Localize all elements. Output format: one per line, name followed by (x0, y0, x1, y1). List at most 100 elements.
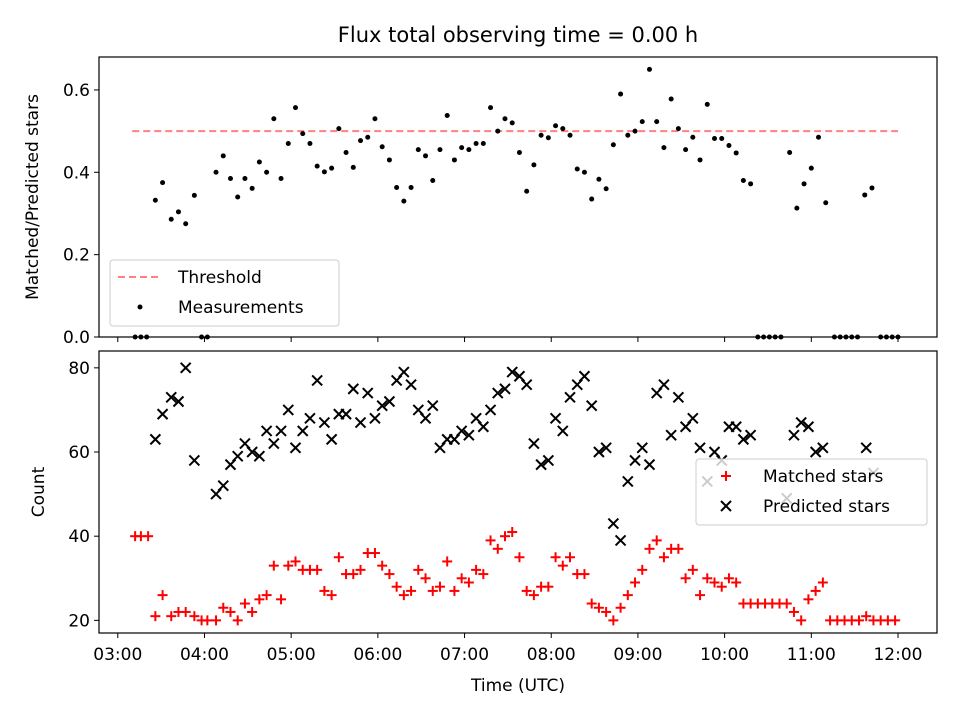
measurement-point (567, 132, 573, 138)
matched-stars-point (651, 535, 662, 546)
predicted-stars-point-b (172, 395, 185, 408)
predicted-stars-point (165, 391, 177, 404)
matched-stars-point (406, 585, 417, 596)
predicted-stars-point-b (325, 433, 338, 446)
predicted-stars-point (520, 378, 533, 391)
measurement-point (350, 164, 356, 170)
measurement-point (278, 175, 284, 181)
matched-stars-point (593, 602, 604, 613)
predicted-stars-point-b (578, 370, 591, 382)
predicted-stars-point (643, 458, 656, 471)
matched-stars-point (384, 569, 395, 580)
matched-stars-point (398, 590, 409, 601)
predicted-stars-point (253, 450, 266, 462)
measurement-point (869, 185, 875, 191)
matched-stars-point (702, 573, 713, 584)
predicted-stars-point (477, 421, 490, 433)
matched-stars-point (716, 581, 727, 592)
matched-stars-point (803, 594, 814, 605)
predicted-stars-point-b (383, 395, 396, 408)
measurement-point (329, 165, 335, 171)
predicted-stars-point (260, 425, 273, 437)
measurement-point (444, 112, 450, 118)
measurement-point (365, 134, 371, 140)
ratio-y-tick-label: 0.0 (63, 328, 90, 348)
predicted-stars-point (231, 450, 244, 462)
predicted-stars-point (340, 408, 352, 420)
matched-stars-point (499, 531, 510, 542)
predicted-stars-point-b (477, 421, 490, 433)
predicted-stars-point-b (513, 370, 526, 382)
matched-stars-point (550, 552, 561, 563)
measurement-point (423, 153, 429, 159)
predicted-stars-point-b (149, 433, 162, 446)
predicted-stars-point (622, 475, 634, 488)
matched-stars-point (166, 611, 177, 622)
count-plot-area (130, 362, 901, 626)
measurement-point (292, 105, 298, 111)
predicted-stars-point-b (311, 374, 323, 387)
predicted-stars-point (860, 442, 872, 454)
measurement-point (654, 119, 660, 125)
predicted-stars-point-b (419, 412, 432, 425)
matched-stars-point (586, 598, 597, 609)
count-legend-box (695, 458, 928, 526)
predicted-stars-point (369, 412, 381, 425)
predicted-stars-point (528, 437, 540, 450)
predicted-stars-point-b (275, 425, 287, 437)
predicted-stars-point (506, 366, 518, 378)
matched-stars-point (709, 577, 720, 588)
x-tick-label: 06:00 (353, 645, 402, 665)
predicted-stars-point-b (585, 400, 598, 412)
matched-stars-legend-swatch (721, 471, 731, 481)
measurement-point (430, 178, 436, 184)
predicted-stars-point-b (564, 391, 576, 404)
matched-stars-point (622, 590, 633, 601)
measurement-point (704, 101, 710, 107)
measurement-point (372, 116, 378, 122)
measurement-point (509, 120, 515, 126)
count-axes-frame (98, 350, 938, 634)
matched-stars-point (658, 552, 669, 563)
ratio-y-tick-label: 0.2 (63, 246, 90, 266)
x-tick-label: 12:00 (873, 645, 922, 665)
measurement-point (545, 135, 551, 141)
predicted-stars-point (484, 404, 497, 416)
predicted-stars-point-b (528, 437, 540, 450)
measurement-point (581, 169, 587, 175)
x-tick-label: 05:00 (267, 645, 316, 665)
predicted-stars-point (347, 383, 359, 395)
matched-stars-point (781, 598, 792, 609)
predicted-stars-point-b (788, 429, 800, 441)
matched-stars-point (290, 556, 301, 567)
matched-stars-point (143, 531, 154, 542)
matched-stars-point (680, 573, 691, 584)
predicted-stars-point (549, 412, 562, 425)
predicted-stars-point-b (340, 408, 352, 420)
count-y-axis-label: Count (29, 466, 49, 517)
predicted-stars-point-b (268, 437, 280, 450)
predicted-stars-point (809, 446, 822, 458)
x-tick-label: 04:00 (180, 645, 229, 665)
measurement-point (473, 140, 479, 146)
predicted-stars-point-b (744, 429, 757, 441)
predicted-stars-point-b (376, 400, 388, 412)
measurement-point (227, 175, 233, 181)
predicted-stars-point (492, 387, 504, 399)
predicted-stars-point (600, 442, 612, 454)
measurement-point (596, 176, 602, 182)
measurement-point (646, 66, 652, 72)
matched-stars-point (507, 526, 518, 537)
predicted-stars-point-b (658, 378, 670, 391)
predicted-stars-point (156, 408, 169, 420)
matched-stars-point (463, 577, 474, 588)
matched-stars-point (420, 573, 431, 584)
predicted-stars-point-b (535, 458, 547, 471)
measurement-point (160, 180, 166, 186)
predicted-stars-point-b (412, 404, 425, 416)
matched-stars-point (644, 543, 655, 554)
measurement-point (415, 147, 421, 153)
measurement-point (480, 140, 486, 146)
matched-stars-point (369, 548, 380, 559)
measurement-point (740, 178, 746, 184)
